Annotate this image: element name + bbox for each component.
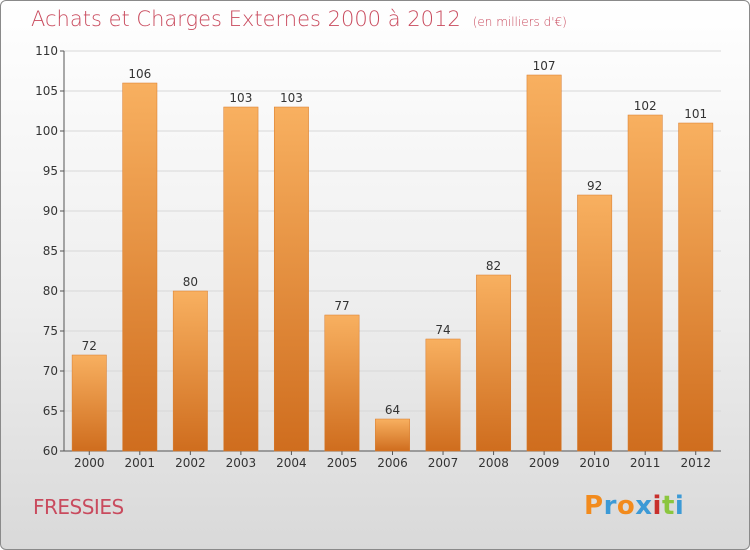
bars bbox=[71, 74, 714, 452]
y-tick-label: 110 bbox=[35, 44, 58, 58]
bar-2009 bbox=[526, 74, 562, 452]
bar-2000 bbox=[71, 354, 107, 452]
bar-value-label: 103 bbox=[229, 91, 252, 105]
y-tick-label: 85 bbox=[43, 244, 58, 258]
logo-letter: o bbox=[616, 491, 636, 521]
y-tick-label: 70 bbox=[43, 364, 58, 378]
x-tick-label: 2002 bbox=[175, 456, 206, 470]
bar-value-label: 74 bbox=[435, 323, 450, 337]
bar-2001 bbox=[122, 82, 158, 452]
x-tick-label: 2009 bbox=[529, 456, 560, 470]
x-tick-label: 2004 bbox=[276, 456, 307, 470]
bar-2004 bbox=[273, 106, 309, 452]
bar-value-label: 80 bbox=[183, 275, 198, 289]
labels: 60 65 70 75 80 85 90 95 100 105 110 72 2000 106 2001 80… bbox=[35, 44, 711, 470]
axes bbox=[60, 50, 721, 455]
y-tick-label: 100 bbox=[35, 124, 58, 138]
y-tick-label: 95 bbox=[43, 164, 58, 178]
y-tick-label: 90 bbox=[43, 204, 58, 218]
x-tick-label: 2010 bbox=[579, 456, 610, 470]
x-tick-label: 2006 bbox=[377, 456, 408, 470]
x-tick-label: 2011 bbox=[630, 456, 661, 470]
logo-letter: i bbox=[652, 491, 662, 521]
commune-name: FRESSIES bbox=[33, 495, 124, 519]
bar-value-label: 92 bbox=[587, 179, 602, 193]
proxiti-logo[interactable]: Proxiti bbox=[584, 491, 684, 521]
bar-2003 bbox=[223, 106, 259, 452]
y-tick-label: 80 bbox=[43, 284, 58, 298]
logo-letter: r bbox=[603, 491, 617, 521]
bar-2007 bbox=[425, 338, 461, 452]
bar-value-label: 107 bbox=[533, 59, 556, 73]
logo-letter: t bbox=[661, 491, 675, 521]
bar-value-label: 101 bbox=[684, 107, 707, 121]
bar-value-label: 77 bbox=[334, 299, 349, 313]
bar-2005 bbox=[324, 314, 360, 452]
y-tick-label: 65 bbox=[43, 404, 58, 418]
y-tick-label: 105 bbox=[35, 84, 58, 98]
y-tick-label: 60 bbox=[43, 444, 58, 458]
x-tick-label: 2003 bbox=[226, 456, 257, 470]
bar-value-label: 72 bbox=[82, 339, 97, 353]
logo-letter: P bbox=[584, 491, 604, 521]
x-tick-label: 2000 bbox=[74, 456, 105, 470]
bar-2006 bbox=[375, 418, 410, 452]
chart-subtitle: (en milliers d'€) bbox=[472, 15, 567, 29]
chart-title-text: Achats et Charges Externes 2000 à 2012 bbox=[31, 7, 461, 31]
bar-value-label: 102 bbox=[634, 99, 657, 113]
y-tick-label: 75 bbox=[43, 324, 58, 338]
bar-2010 bbox=[577, 194, 613, 452]
x-tick-label: 2008 bbox=[478, 456, 509, 470]
bar-2008 bbox=[476, 274, 512, 452]
logo-letter: x bbox=[635, 491, 653, 521]
x-tick-label: 2001 bbox=[125, 456, 156, 470]
bar-value-label: 82 bbox=[486, 259, 501, 273]
bar-value-label: 64 bbox=[385, 403, 400, 417]
bar-value-label: 103 bbox=[280, 91, 303, 105]
grid-lines bbox=[64, 50, 721, 452]
x-tick-label: 2012 bbox=[680, 456, 711, 470]
bar-value-label: 106 bbox=[128, 67, 151, 81]
bar-2011 bbox=[627, 114, 663, 452]
chart-title: Achats et Charges Externes 2000 à 2012 (e… bbox=[31, 7, 567, 31]
x-tick-label: 2007 bbox=[428, 456, 459, 470]
logo-letter: i bbox=[674, 491, 685, 521]
x-tick-label: 2005 bbox=[327, 456, 358, 470]
bar-2002 bbox=[172, 290, 208, 452]
bar-2012 bbox=[678, 122, 714, 452]
